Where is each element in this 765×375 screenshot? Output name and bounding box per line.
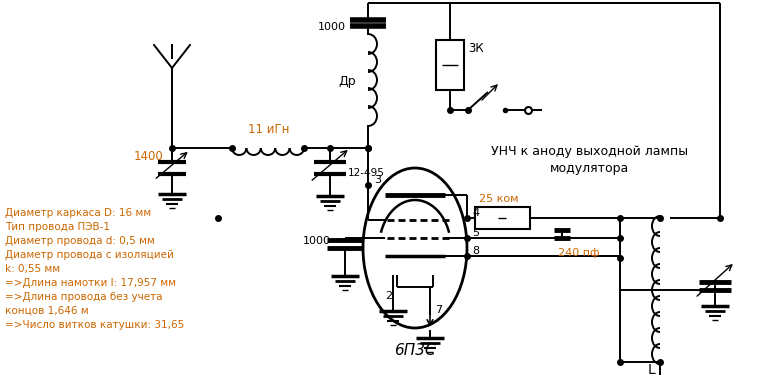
Text: 6П3С: 6П3С [394,343,436,358]
Text: 11 иГн: 11 иГн [248,123,289,136]
Text: УНЧ к аноду выходной лампы: УНЧ к аноду выходной лампы [491,145,688,158]
Bar [475,207,530,229]
Text: 7: 7 [435,305,442,315]
Text: концов 1,646 м: концов 1,646 м [5,306,89,316]
Text: Дp: Дp [338,75,356,88]
Text: модулятора: модулятора [550,162,630,175]
Text: 1000: 1000 [303,236,331,246]
Text: 25 ком: 25 ком [479,194,519,204]
Text: Диаметр провода с изоляцией: Диаметр провода с изоляцией [5,250,174,260]
Text: L: L [648,363,656,375]
Text: Диаметр каркаса D: 16 мм: Диаметр каркаса D: 16 мм [5,208,151,218]
Text: 12-495: 12-495 [348,168,385,178]
Text: 1400: 1400 [134,150,164,162]
Text: =>Число витков катушки: 31,65: =>Число витков катушки: 31,65 [5,320,184,330]
Text: =>Длина намотки l: 17,957 мм: =>Длина намотки l: 17,957 мм [5,278,176,288]
Text: Тип провода ПЭВ-1: Тип провода ПЭВ-1 [5,222,110,232]
Bar [436,40,464,90]
Text: Диаметр провода d: 0,5 мм: Диаметр провода d: 0,5 мм [5,236,155,246]
Text: 240 пф: 240 пф [558,248,600,258]
Text: 3К: 3К [468,42,483,55]
Text: 4: 4 [472,208,479,218]
Text: 8: 8 [472,246,479,256]
Text: 1000: 1000 [318,22,346,32]
Text: 5: 5 [472,228,479,238]
Text: k: 0,55 мм: k: 0,55 мм [5,264,60,274]
Text: =>Длина провода без учета: =>Длина провода без учета [5,292,162,302]
Text: 3: 3 [374,175,381,185]
Text: 2: 2 [385,291,392,301]
